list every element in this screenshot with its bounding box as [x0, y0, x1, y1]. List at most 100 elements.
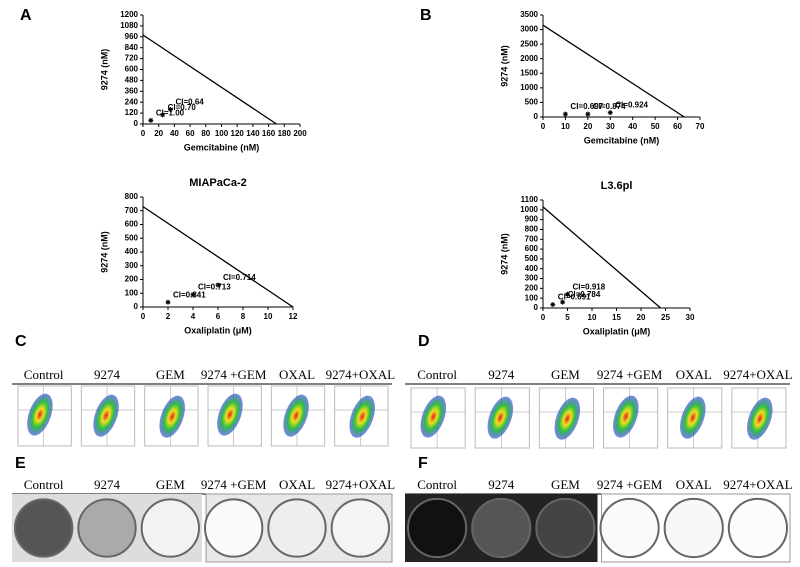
combination-point [160, 112, 166, 118]
x-tick-label: 200 [293, 129, 307, 138]
panel-label: C [15, 333, 27, 350]
colony-dish [267, 498, 327, 558]
ci-label: CI=0.64 [175, 98, 204, 107]
y-tick-label: 360 [125, 86, 139, 95]
x-tick-label: 6 [216, 312, 221, 321]
cell-cluster [554, 397, 581, 440]
y-tick-label: 0 [134, 119, 139, 128]
y-tick-label: 0 [534, 303, 539, 312]
x-tick-label: 60 [186, 129, 195, 138]
colony-dish [599, 497, 660, 559]
cell-cluster [420, 395, 447, 438]
x-tick-label: 10 [588, 313, 597, 322]
y-tick-label: 1100 [521, 195, 539, 204]
x-tick-label: 80 [201, 129, 210, 138]
y-tick-label: 960 [125, 32, 139, 41]
combination-point [565, 291, 570, 297]
column-label: 9274 +GEM [201, 367, 267, 382]
additivity-line [142, 34, 277, 125]
colony-dish [471, 497, 532, 559]
x-tick-label: 0 [541, 122, 546, 131]
y-tick-label: 300 [125, 261, 139, 270]
additivity-line [542, 206, 662, 309]
y-tick-label: 600 [125, 220, 139, 229]
y-tick-label: 3000 [520, 25, 538, 34]
column-label: OXAL [676, 477, 712, 492]
colony-dish [407, 497, 468, 559]
y-tick-label: 700 [125, 206, 139, 215]
x-tick-label: 140 [246, 129, 260, 138]
cell-cluster [613, 395, 639, 438]
cell-cluster [680, 396, 706, 439]
y-tick-label: 240 [125, 97, 139, 106]
ci-label: CI=0.691 [558, 293, 591, 302]
ci-label: CI=0.918 [573, 282, 606, 291]
y-tick-label: 1000 [520, 205, 538, 214]
cell-cluster [27, 393, 53, 436]
y-tick-label: 0 [534, 112, 539, 121]
x-tick-label: 70 [696, 122, 705, 131]
combination-point [165, 299, 171, 305]
column-label: Control [24, 367, 64, 382]
ci-label: CI=1.00 [156, 108, 185, 117]
panel-label: B [420, 7, 432, 24]
y-axis-label: 9274 (nM) [99, 49, 109, 91]
y-tick-label: 1500 [520, 68, 538, 77]
column-label: GEM [551, 477, 580, 492]
x-axis-label: Oxaliplatin (μM) [583, 326, 651, 336]
x-tick-label: 20 [154, 129, 163, 138]
cell-cluster [349, 395, 375, 438]
cell-cluster [159, 395, 185, 438]
panel-label: A [20, 7, 32, 24]
y-axis-label: 9274 (nM) [499, 45, 509, 87]
column-label: 9274 [94, 367, 121, 382]
column-label: OXAL [676, 367, 712, 382]
y-tick-label: 840 [125, 43, 139, 52]
column-label: 9274+OXAL [723, 477, 792, 492]
y-tick-label: 0 [134, 302, 139, 311]
x-tick-label: 8 [241, 312, 246, 321]
x-tick-label: 4 [191, 312, 196, 321]
colony-dish [535, 497, 596, 559]
y-tick-label: 1080 [120, 21, 138, 30]
x-tick-label: 10 [264, 312, 273, 321]
combination-point [215, 282, 221, 288]
x-tick-label: 180 [278, 129, 292, 138]
combination-point [550, 302, 556, 308]
column-label: GEM [156, 367, 185, 382]
cell-cluster [93, 394, 119, 437]
colony-dish [140, 498, 200, 558]
y-tick-label: 200 [525, 283, 539, 292]
x-tick-label: 0 [141, 129, 146, 138]
y-tick-label: 800 [525, 225, 539, 234]
colony-dish [204, 498, 264, 558]
column-label: OXAL [279, 367, 315, 382]
y-tick-label: 400 [125, 247, 139, 256]
cell-cluster [747, 397, 773, 440]
column-label: Control [24, 477, 64, 492]
x-tick-label: 30 [606, 122, 615, 131]
panel-label: F [418, 455, 428, 472]
combination-point [585, 111, 591, 117]
x-tick-label: 40 [170, 129, 179, 138]
column-label: GEM [551, 367, 580, 382]
y-tick-label: 720 [125, 54, 139, 63]
column-label: 9274 +GEM [201, 477, 267, 492]
x-tick-label: 15 [612, 313, 621, 322]
cell-cluster [487, 396, 514, 439]
y-tick-label: 700 [525, 234, 539, 243]
column-label: 9274 [488, 477, 515, 492]
combination-point [167, 106, 173, 112]
y-tick-label: 300 [525, 274, 539, 283]
colony-dish [663, 497, 724, 559]
ci-label: CI=0.70 [168, 103, 197, 112]
ci-label: CI=0.697 [570, 102, 603, 111]
cell-cluster [217, 393, 243, 436]
combination-point [607, 110, 613, 116]
y-tick-label: 500 [525, 98, 539, 107]
x-tick-label: 20 [637, 313, 646, 322]
y-tick-label: 100 [525, 293, 539, 302]
colony-dish [77, 498, 137, 558]
ci-label: CI=0.714 [223, 273, 256, 282]
